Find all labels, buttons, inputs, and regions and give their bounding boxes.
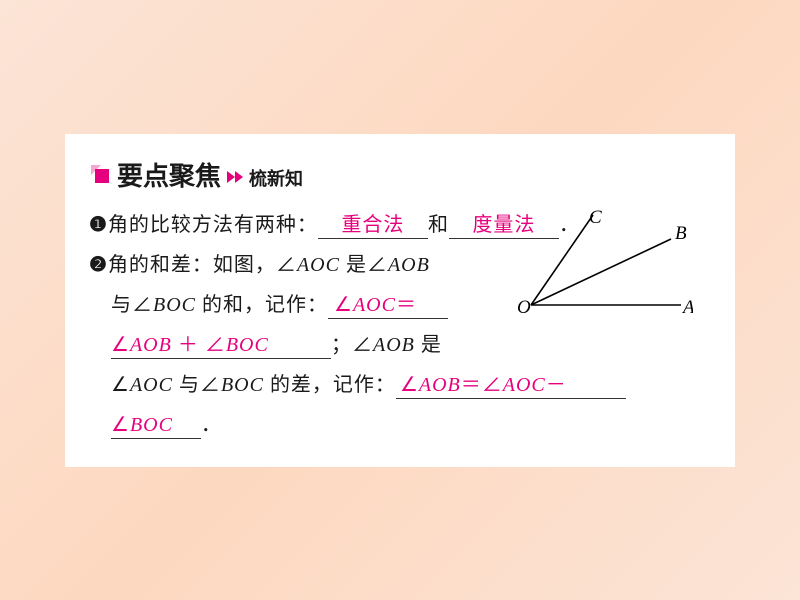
content-text: O A B C ❶角的比较方法有两种：重合法和度量法． ❷角的和差：如图，∠AO… (89, 205, 711, 445)
line-2: ❷角的和差：如图，∠AOC 是∠AOB (89, 245, 711, 285)
arrow-icon (227, 169, 245, 190)
section-header: 要点聚焦 梳新知 (89, 156, 711, 193)
title-sub: 梳新知 (249, 165, 303, 191)
blank-sum-eq-part2: ∠AOB ＋ ∠BOC (111, 332, 331, 359)
line-1: ❶角的比较方法有两种：重合法和度量法． (89, 205, 711, 245)
line-5: ∠AOC 与∠BOC 的差，记作：∠AOB＝∠AOC－ (89, 365, 711, 405)
blank-diff-eq-part2: ∠BOC (111, 412, 201, 439)
blank-method1: 重合法 (318, 212, 428, 239)
bullet-2: ❷ (89, 254, 108, 276)
bullet-decoration-icon (89, 163, 111, 185)
bullet-1: ❶ (89, 214, 108, 236)
line-3: 与∠BOC 的和，记作：∠AOC＝ (89, 285, 711, 325)
title-main: 要点聚焦 (117, 156, 221, 193)
blank-diff-eq-part1: ∠AOB＝∠AOC－ (396, 372, 626, 399)
line-4: ∠AOB ＋ ∠BOC；∠AOB 是 (89, 325, 711, 365)
blank-sum-eq-part1: ∠AOC＝ (328, 292, 448, 319)
line-6: ∠BOC． (89, 405, 711, 445)
blank-method2: 度量法 (449, 212, 559, 239)
content-card: 要点聚焦 梳新知 O A B C ❶角的比较方法有两种：重合法和度量法． (65, 134, 735, 467)
